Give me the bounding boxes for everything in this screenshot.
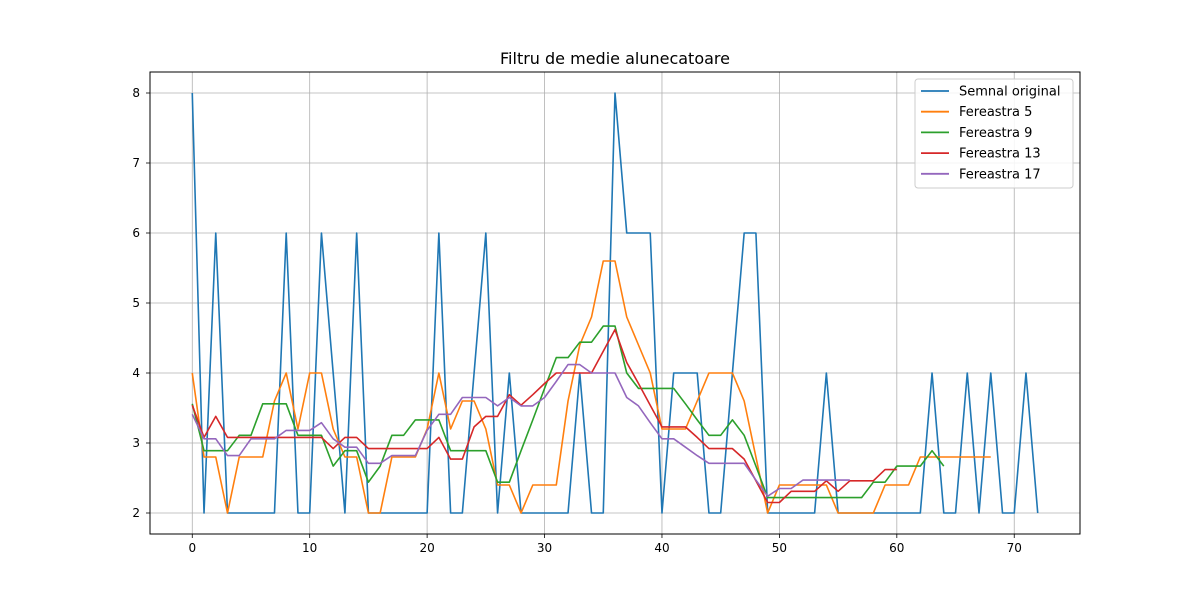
series-line-1 [191,92,1039,514]
axis-ticks: 0 10 20 30 40 50 60 70 2 3 4 5 6 7 8 [132,86,1022,555]
series-lines [191,92,1039,514]
y-tick-label: 4 [132,366,140,380]
y-tick-label: 7 [132,156,140,170]
x-tick-label: 30 [537,541,552,555]
legend-label: Semnal original [959,85,1060,100]
x-tick-label: 60 [889,541,904,555]
y-tick-label: 6 [132,226,140,240]
series-line-3 [191,325,945,499]
legend-label: Fereastra 13 [959,147,1041,162]
series-line-4 [191,328,897,504]
y-tick-label: 8 [132,86,140,100]
x-tick-label: 0 [188,541,196,555]
x-tick-label: 50 [772,541,787,555]
y-tick-label: 5 [132,296,140,310]
legend: Semnal original Fereastra 5 Fereastra 9 Fer… [914,78,1074,189]
series-line-2 [191,260,991,514]
x-tick-label: 10 [302,541,317,555]
x-tick-label: 20 [419,541,434,555]
x-tick-label: 40 [654,541,669,555]
legend-box [914,78,1074,189]
legend-label: Fereastra 9 [959,126,1032,141]
y-tick-label: 2 [132,506,140,520]
legend-label: Fereastra 17 [959,167,1041,182]
legend-label: Fereastra 5 [959,105,1032,120]
chart-title: Filtru de medie alunecatoare [500,49,730,68]
x-tick-label: 70 [1007,541,1022,555]
series-line-5 [191,363,850,498]
y-tick-label: 3 [132,436,140,450]
